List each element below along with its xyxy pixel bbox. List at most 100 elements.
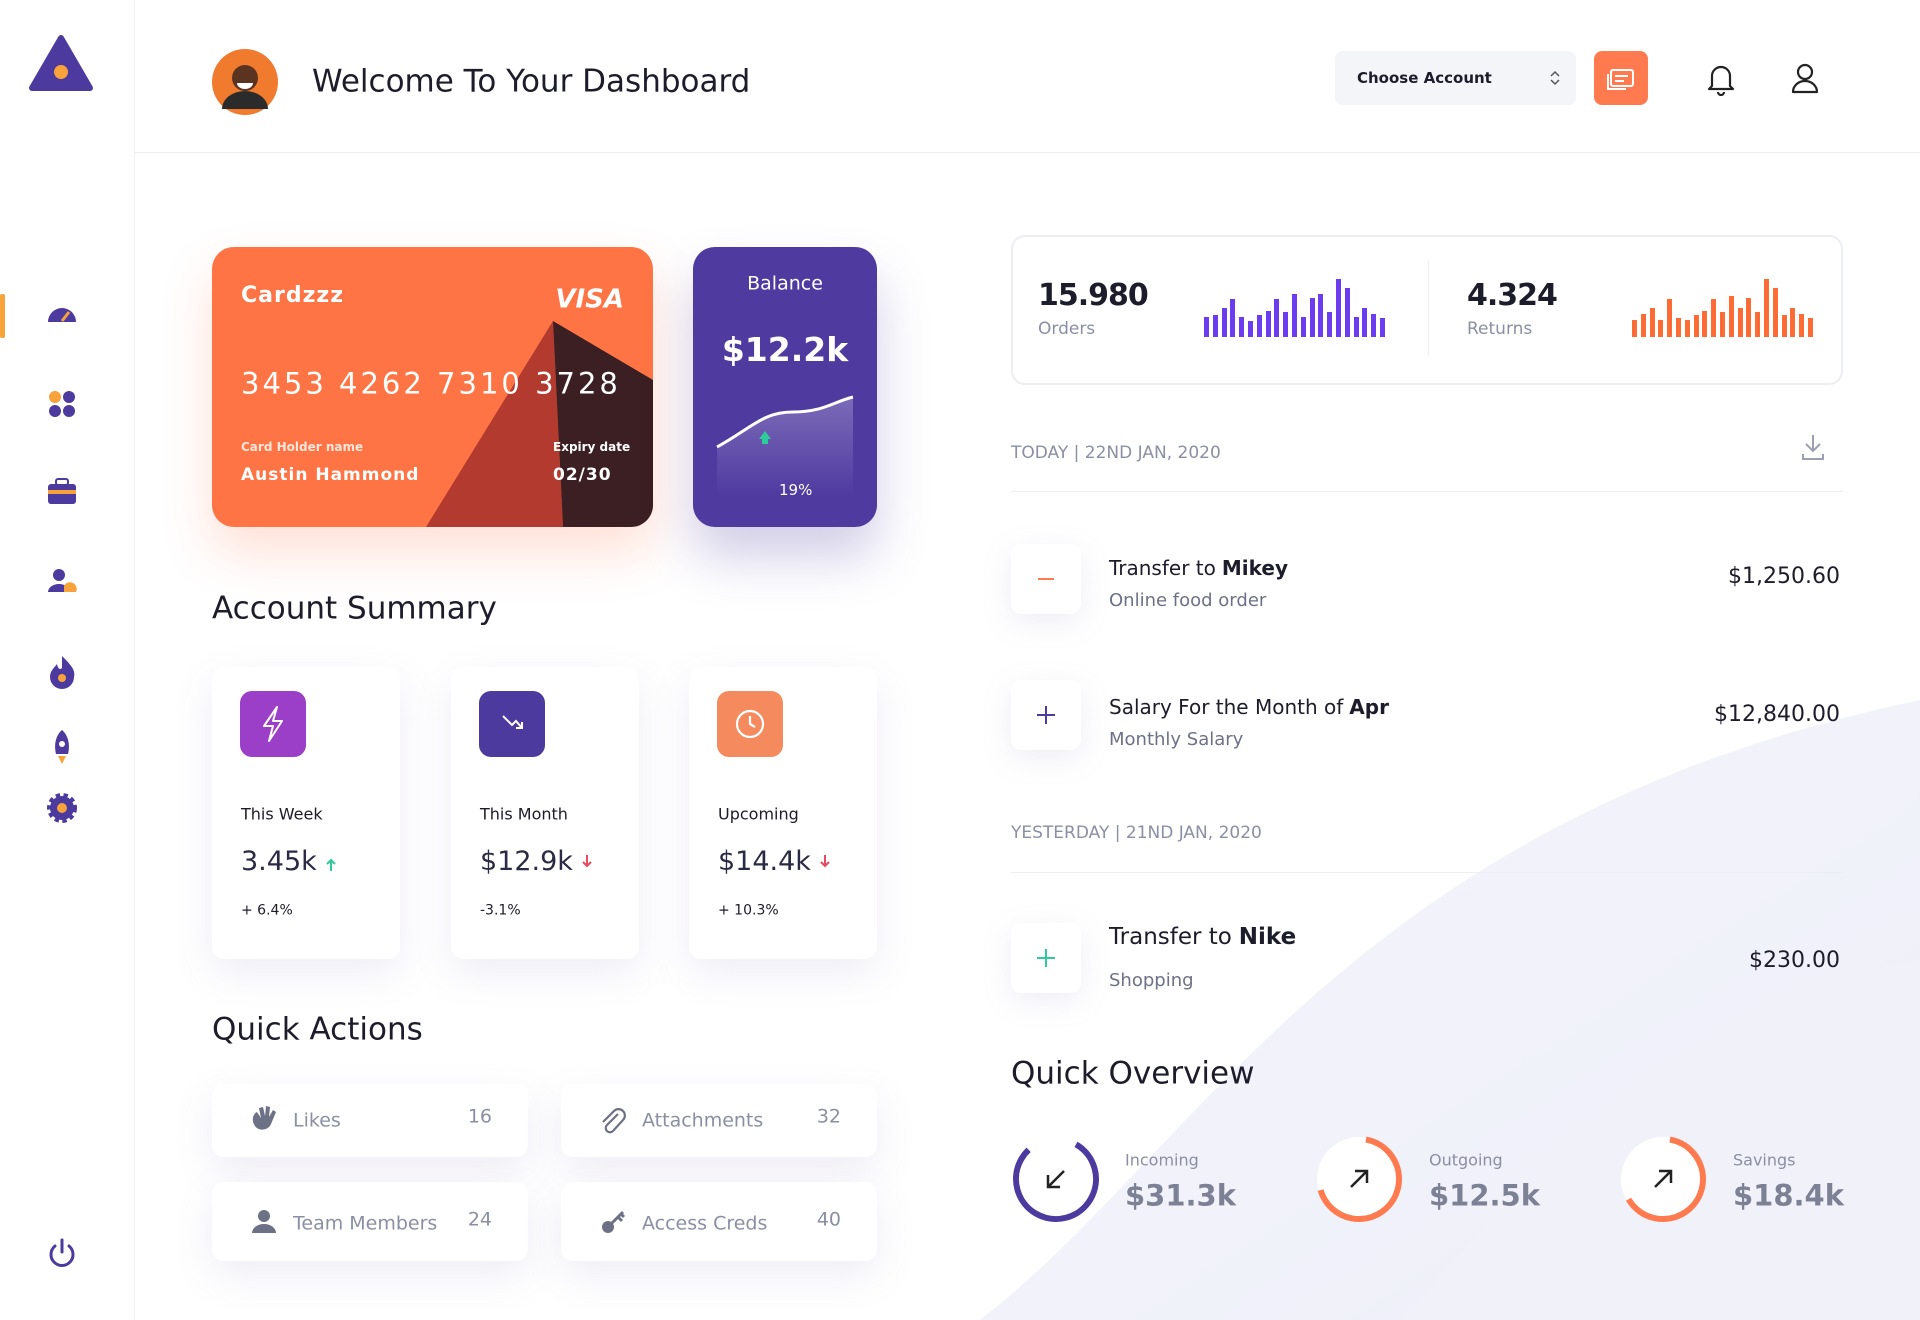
card-holder: Austin Hammond (241, 464, 420, 485)
messages-button[interactable] (1594, 51, 1648, 105)
incoming-ring (1013, 1136, 1099, 1222)
nav-settings[interactable] (47, 793, 77, 823)
sparkline-bar (1667, 299, 1673, 337)
summary-value: $12.9k (480, 845, 573, 877)
sparkline-bar (1764, 279, 1769, 337)
sparkline-bar (1336, 279, 1341, 337)
quick-action-count: 40 (816, 1208, 841, 1231)
nav-users[interactable] (48, 569, 77, 592)
balance-change: 19% (779, 481, 813, 499)
sparkline-bar (1632, 319, 1637, 337)
sparkline-bar (1380, 318, 1385, 337)
sparkline-bar (1746, 297, 1752, 337)
transaction-subtitle: Online food order (1109, 590, 1267, 612)
quick-action-count: 32 (816, 1105, 841, 1128)
nav-launch[interactable] (55, 730, 69, 764)
sparkline-bar (1693, 315, 1699, 337)
quick-action[interactable]: Attachments 32 (561, 1084, 877, 1157)
active-indicator (0, 294, 5, 338)
card-expiry-label: Expiry date (553, 439, 631, 454)
transaction-date: TODAY | 22ND JAN, 2020 (1011, 442, 1221, 463)
trend-arrow (326, 858, 336, 871)
summary-card: This Month $12.9k -3.1% (451, 667, 639, 959)
transaction-title: Salary For the Month of Apr (1109, 695, 1389, 719)
nav-logout[interactable] (49, 1238, 75, 1267)
account-select[interactable] (1335, 51, 1576, 105)
sparkline-bar (1790, 308, 1796, 337)
divider (1011, 872, 1843, 873)
section-title: Quick Overview (1011, 1055, 1255, 1092)
quick-action[interactable]: Team Members 24 (212, 1182, 528, 1261)
sparkline-bar (1353, 316, 1359, 337)
quick-action-label: Access Creds (642, 1212, 768, 1235)
card-number: 3453 4262 7310 3728 (241, 366, 621, 401)
summary-change: -3.1% (480, 902, 521, 919)
profile-button[interactable] (1790, 62, 1820, 96)
download-button[interactable] (1786, 420, 1840, 474)
sparkline-bar (1239, 316, 1245, 337)
sparkline-bar (1649, 308, 1655, 337)
divider (1011, 491, 1843, 492)
sparkline-bar (1248, 321, 1253, 337)
stat-value: 4.324 (1467, 278, 1558, 313)
stats-panel (1011, 235, 1843, 385)
summary-label: This Month (480, 804, 568, 824)
sparkline-bar (1362, 308, 1368, 337)
sparkline-bar (1772, 287, 1778, 337)
quick-action-icon (252, 1106, 276, 1130)
overview-label: Savings (1733, 1150, 1796, 1170)
overview-value: $31.3k (1125, 1178, 1237, 1213)
quick-action[interactable]: Access Creds 40 (561, 1182, 877, 1261)
sparkline-bar (1283, 312, 1289, 337)
quick-action[interactable]: Likes 16 (212, 1084, 528, 1157)
sparkline-bar (1204, 316, 1209, 337)
balance-card[interactable]: Balance $12.2k 19% (693, 247, 877, 527)
nav-work[interactable] (48, 478, 76, 504)
transaction-text: Salary For the Month of (1109, 695, 1344, 719)
sidebar (0, 0, 135, 1320)
notifications-button[interactable] (1706, 62, 1736, 96)
nav-apps[interactable] (49, 391, 75, 417)
stat-value: 15.980 (1038, 278, 1149, 313)
summary-icon (240, 691, 306, 757)
avatar[interactable] (212, 49, 278, 115)
sparkline-bar (1658, 319, 1664, 337)
quick-action-label: Attachments (642, 1109, 764, 1132)
overview-label: Incoming (1125, 1150, 1199, 1170)
sparkline-bar (1300, 316, 1306, 337)
card-network: VISA (555, 284, 624, 315)
sparkline-bar (1684, 319, 1690, 337)
stat-label: Returns (1467, 318, 1533, 339)
outgoing-ring (1316, 1136, 1402, 1222)
nav-dashboard[interactable] (48, 308, 76, 322)
credit-card[interactable]: Cardzzz VISA 3453 4262 7310 3728 Card Ho… (212, 247, 653, 527)
summary-value: 3.45k (241, 845, 317, 877)
transaction-date: YESTERDAY | 21ND JAN, 2020 (1011, 822, 1262, 843)
stat-label: Orders (1038, 318, 1096, 339)
quick-action-count: 16 (467, 1105, 492, 1128)
quick-action-count: 24 (467, 1208, 492, 1231)
transaction-name: Apr (1349, 695, 1389, 719)
quick-action-icon (602, 1210, 626, 1233)
sparkline-bar (1676, 318, 1681, 337)
logo[interactable] (29, 35, 93, 91)
savings-ring (1620, 1136, 1706, 1222)
transaction-icon (1011, 544, 1081, 614)
summary-card: Upcoming $14.4k + 10.3% (689, 667, 877, 959)
overview-label: Outgoing (1429, 1150, 1503, 1170)
transaction-text: Transfer to (1109, 924, 1232, 951)
sparkline-bar (1230, 299, 1236, 337)
card-name: Cardzzz (241, 282, 345, 308)
transaction-name: Nike (1238, 924, 1297, 951)
sparkline-bar (1221, 308, 1227, 337)
sparkline-bar (1212, 315, 1218, 337)
sparkline-bar (1799, 313, 1805, 337)
transaction-title: Transfer to Mikey (1109, 556, 1288, 580)
sparkline-bar (1781, 315, 1787, 337)
nav-trending[interactable] (50, 656, 75, 689)
transaction-title: Transfer to Nike (1109, 924, 1296, 952)
transaction-icon (1011, 923, 1081, 993)
card-expiry: 02/30 (553, 464, 612, 485)
